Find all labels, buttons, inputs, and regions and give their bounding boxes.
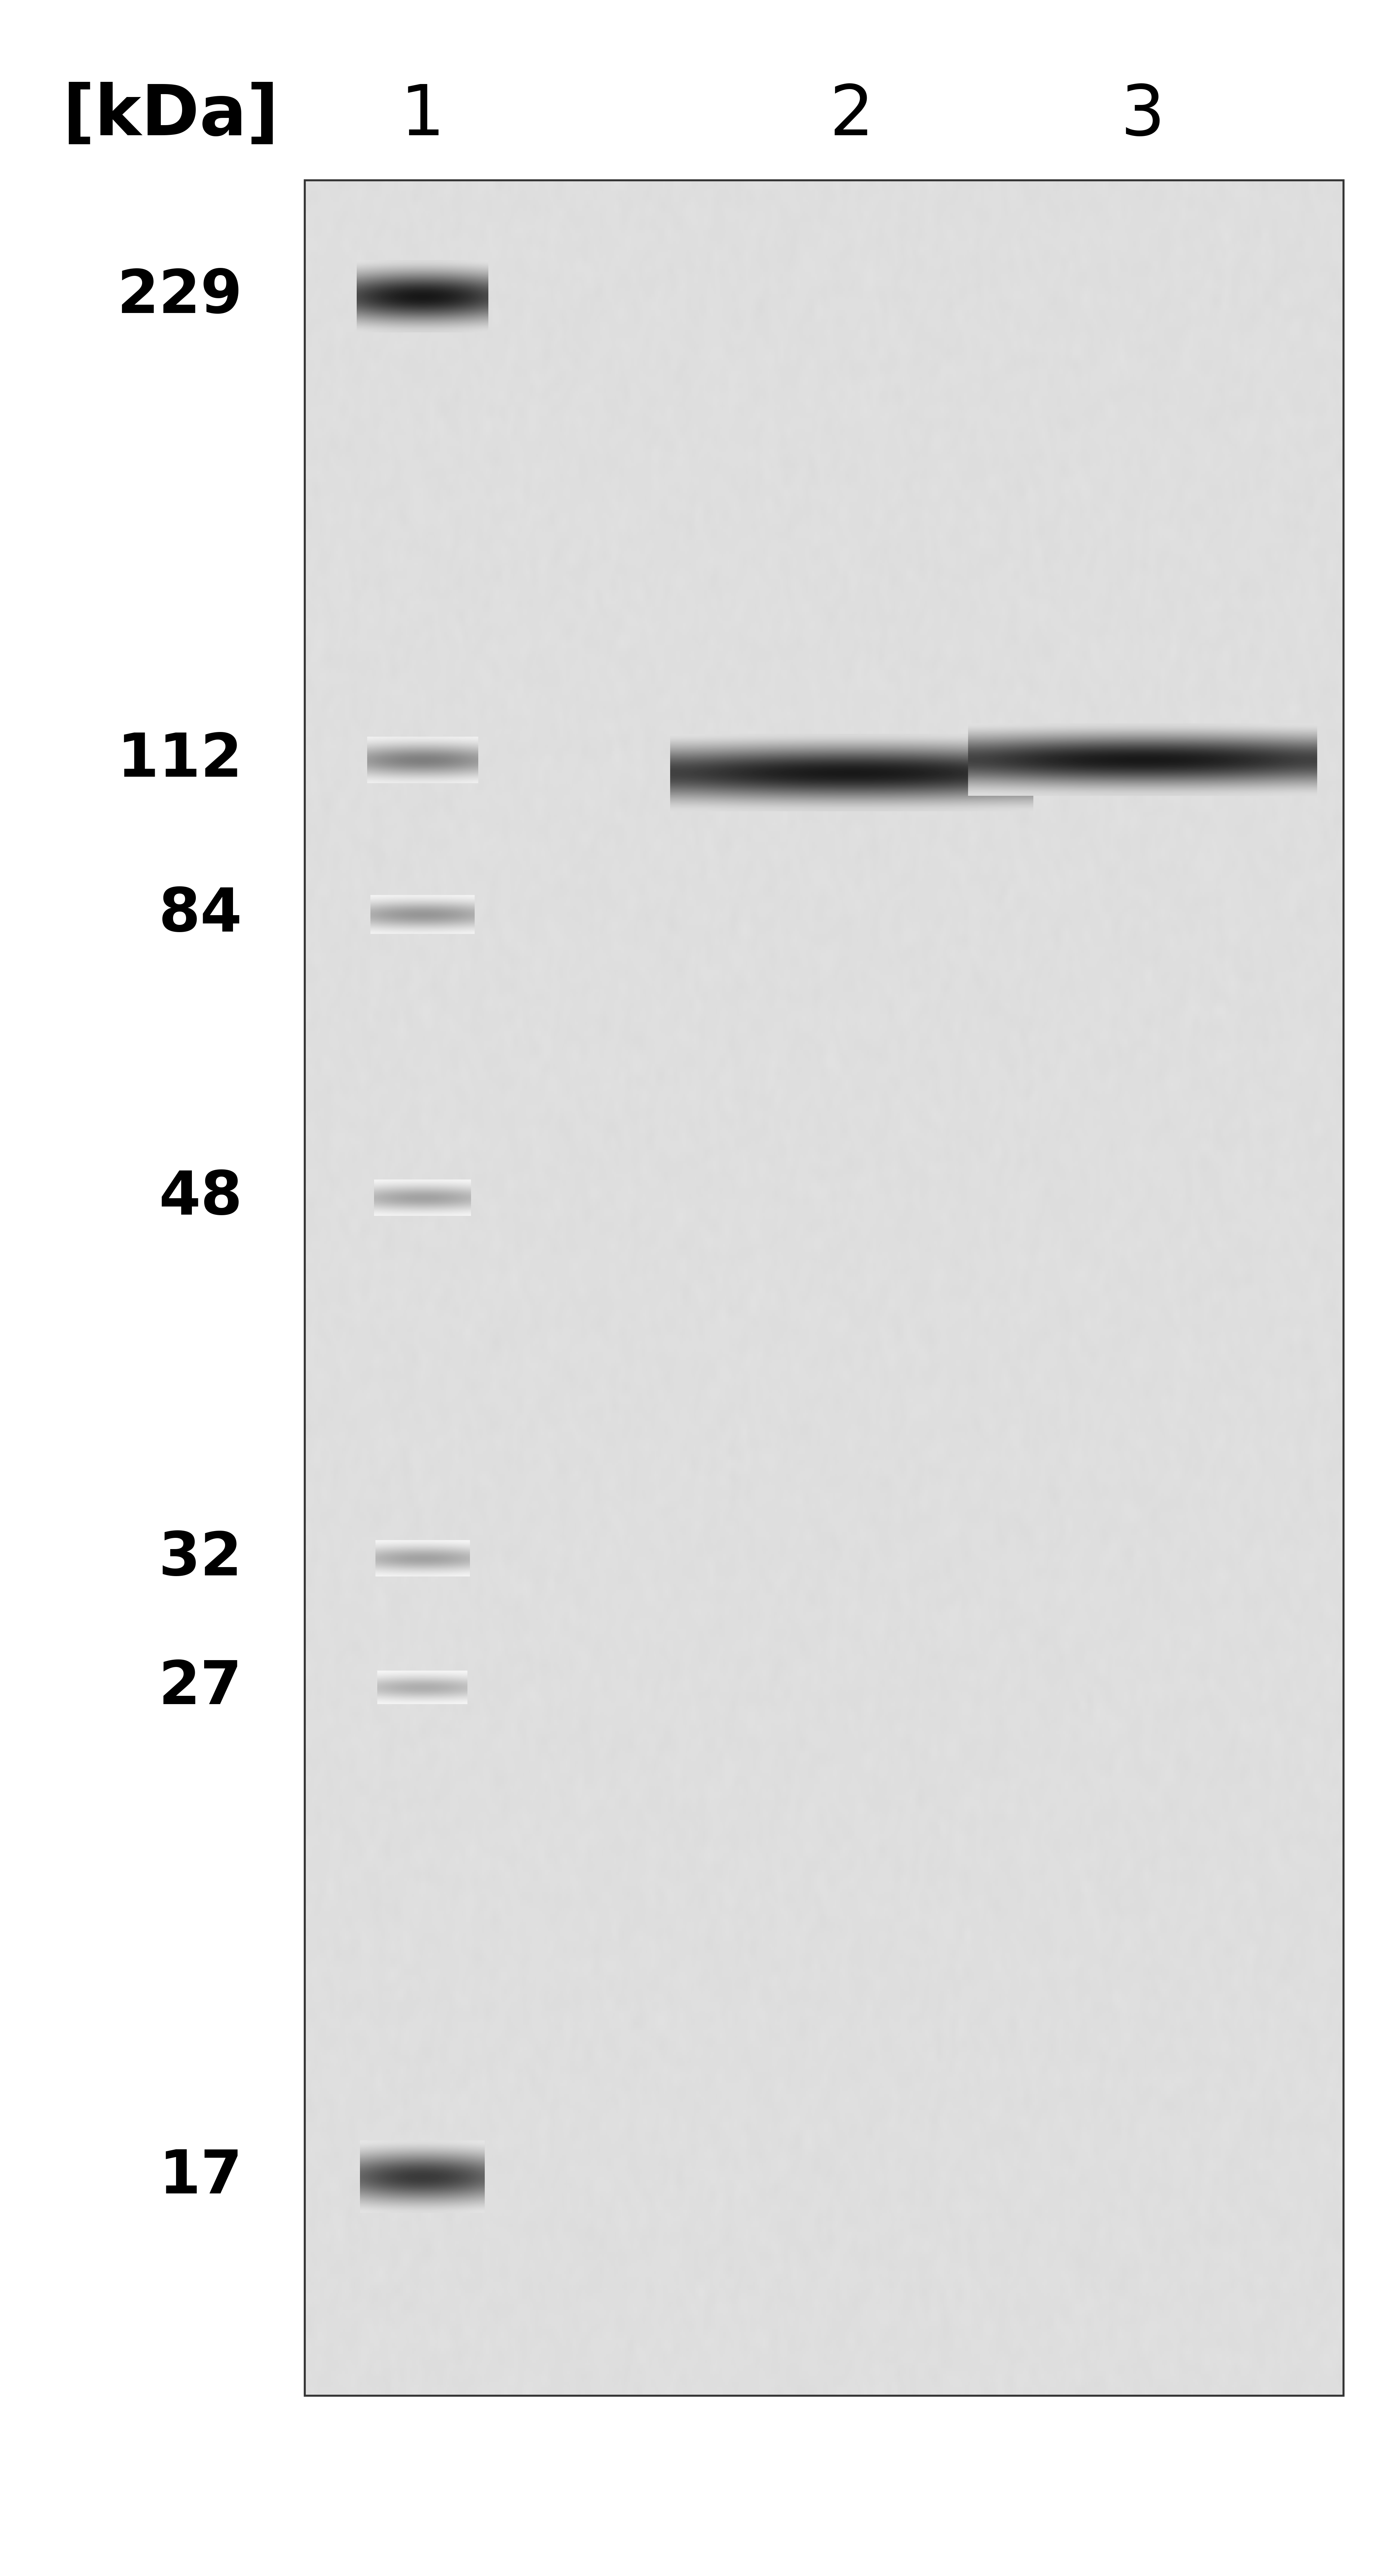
Text: 229: 229 — [116, 268, 242, 325]
Text: 48: 48 — [159, 1170, 242, 1226]
Text: [kDa]: [kDa] — [62, 82, 278, 149]
Text: 17: 17 — [159, 2148, 242, 2205]
Text: 3: 3 — [1120, 82, 1165, 149]
Text: 84: 84 — [159, 886, 242, 943]
Text: 27: 27 — [159, 1659, 242, 1716]
Text: 2: 2 — [830, 82, 874, 149]
Bar — [305, 180, 1343, 2396]
Text: 1: 1 — [400, 82, 445, 149]
Text: 112: 112 — [116, 732, 242, 788]
Text: 32: 32 — [159, 1530, 242, 1587]
